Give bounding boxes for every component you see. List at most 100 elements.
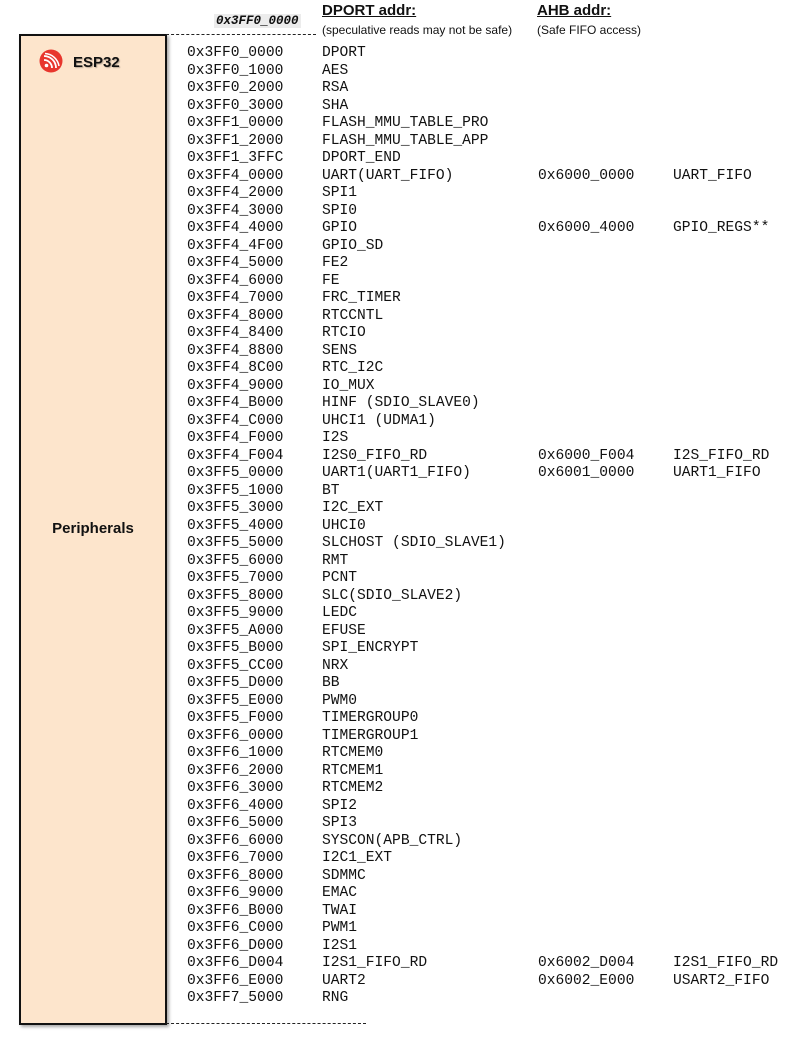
map-row: 0x3FF0_1000 AES xyxy=(187,63,787,81)
map-row: 0x3FF5_7000 PCNT xyxy=(187,570,787,588)
dport-address: 0x3FF6_0000 xyxy=(187,727,284,744)
dport-address: 0x3FF5_5000 xyxy=(187,535,284,551)
map-row: 0x3FF0_0000 DPORT xyxy=(187,45,787,63)
dport-address: 0x3FF5_7000 xyxy=(187,570,284,586)
dport-address: 0x3FF5_CC00 xyxy=(187,657,284,674)
dport-address: 0x3FF4_7000 xyxy=(187,290,284,306)
peripheral-name: FRC_TIMER xyxy=(322,290,401,306)
dport-address: 0x3FF0_1000 xyxy=(187,62,284,79)
ahb-address: 0x6001_0000 xyxy=(538,465,635,481)
dport-address: 0x3FF5_4000 xyxy=(187,517,284,534)
peripheral-name: PWM1 xyxy=(322,920,358,936)
peripheral-name: SENS xyxy=(322,342,358,359)
dport-address: 0x3FF4_3000 xyxy=(187,202,284,219)
start-boundary-line xyxy=(166,34,316,35)
dport-address: 0x3FF0_2000 xyxy=(187,80,284,96)
map-row: 0x3FF6_4000 SPI2 xyxy=(187,798,787,816)
peripheral-name: I2C1_EXT xyxy=(322,850,393,866)
dport-header: DPORT addr: xyxy=(322,2,417,19)
peripheral-name: SYSCON(APB_CTRL) xyxy=(322,832,463,849)
dport-address: 0x3FF6_3000 xyxy=(187,780,284,796)
map-row: 0x3FF5_9000 LEDC xyxy=(187,605,787,623)
peripheral-name: SLCHOST (SDIO_SLAVE1) xyxy=(322,535,506,551)
peripheral-name: RTCMEM2 xyxy=(322,780,384,796)
map-row: 0x3FF4_8C00 RTC_I2C xyxy=(187,360,787,378)
peripheral-name: UART2 xyxy=(322,972,366,989)
peripheral-name: RNG xyxy=(322,990,349,1006)
map-row: 0x3FF5_D000 BB xyxy=(187,675,787,693)
peripheral-name: EMAC xyxy=(322,885,358,901)
map-row: 0x3FF6_1000 RTCMEM0 xyxy=(187,745,787,763)
dport-address: 0x3FF5_A000 xyxy=(187,622,284,639)
map-row: 0x3FF4_0000 UART(UART_FIFO) 0x6000_0000 UAR… xyxy=(187,168,787,186)
ahb-address: 0x6002_D004 xyxy=(538,955,635,971)
peripheral-name: HINF (SDIO_SLAVE0) xyxy=(322,395,480,411)
dport-address: 0x3FF0_0000 xyxy=(187,45,284,61)
peripheral-name: GPIO xyxy=(322,220,358,236)
map-row: 0x3FF4_3000 SPI0 xyxy=(187,203,787,221)
peripheral-name: SLC(SDIO_SLAVE2) xyxy=(322,587,463,604)
peripheral-name: RTC_I2C xyxy=(322,360,384,376)
map-row: 0x3FF6_B000 TWAI xyxy=(187,903,787,921)
map-row: 0x3FF5_5000 SLCHOST (SDIO_SLAVE1) xyxy=(187,535,787,553)
address-map-list: 0x3FF0_0000 DPORT 0x3FF0_1000 AES 0x3FF0_200… xyxy=(187,45,787,1008)
peripheral-name: UHCI1 (UDMA1) xyxy=(322,412,436,429)
peripheral-name: SPI2 xyxy=(322,797,358,814)
map-row: 0x3FF4_8000 RTCCNTL xyxy=(187,308,787,326)
dport-address: 0x3FF7_5000 xyxy=(187,990,284,1006)
dport-address: 0x3FF4_8400 xyxy=(187,325,284,341)
end-boundary-line xyxy=(166,1023,366,1024)
peripheral-name: RMT xyxy=(322,552,349,569)
map-row: 0x3FF4_9000 IO_MUX xyxy=(187,378,787,396)
dport-note: (speculative reads may not be safe) xyxy=(322,23,513,37)
peripheral-name: LEDC xyxy=(322,605,358,621)
dport-address: 0x3FF4_8000 xyxy=(187,307,284,324)
start-address: 0x3FF0_0000 xyxy=(214,14,301,28)
map-row: 0x3FF6_5000 SPI3 xyxy=(187,815,787,833)
dport-address: 0x3FF0_3000 xyxy=(187,97,284,114)
dport-address: 0x3FF5_3000 xyxy=(187,500,284,516)
map-row: 0x3FF4_8400 RTCIO xyxy=(187,325,787,343)
peripheral-name: DPORT xyxy=(322,45,366,61)
map-row: 0x3FF5_F000 TIMERGROUP0 xyxy=(187,710,787,728)
dport-address: 0x3FF5_D000 xyxy=(187,675,284,691)
map-row: 0x3FF4_F000 I2S xyxy=(187,430,787,448)
peripheral-name: RTCIO xyxy=(322,325,366,341)
region-label: Peripherals xyxy=(52,520,134,537)
map-row: 0x3FF5_0000 UART1(UART1_FIFO) 0x6001_0000 U… xyxy=(187,465,787,483)
dport-address: 0x3FF4_5000 xyxy=(187,255,284,271)
dport-address: 0x3FF4_8C00 xyxy=(187,360,284,376)
peripheral-name: SDMMC xyxy=(322,867,366,884)
dport-address: 0x3FF6_1000 xyxy=(187,745,284,761)
map-row: 0x3FF5_3000 I2C_EXT xyxy=(187,500,787,518)
map-row: 0x3FF4_4000 GPIO 0x6000_4000 GPIO_REGS** xyxy=(187,220,787,238)
map-row: 0x3FF4_7000 FRC_TIMER xyxy=(187,290,787,308)
map-row: 0x3FF6_D004 I2S1_FIFO_RD 0x6002_D004 I2S1_F… xyxy=(187,955,787,973)
dport-address: 0x3FF4_6000 xyxy=(187,272,284,289)
map-row: 0x3FF4_C000 UHCI1 (UDMA1) xyxy=(187,413,787,431)
dport-address: 0x3FF4_0000 xyxy=(187,167,284,184)
dport-address: 0x3FF4_F000 xyxy=(187,430,284,446)
map-row: 0x3FF6_6000 SYSCON(APB_CTRL) xyxy=(187,833,787,851)
peripheral-name: IO_MUX xyxy=(322,377,375,394)
dport-address: 0x3FF1_0000 xyxy=(187,115,284,131)
peripheral-name: TIMERGROUP1 xyxy=(322,727,419,744)
dport-address: 0x3FF1_2000 xyxy=(187,132,284,149)
dport-address: 0x3FF6_D004 xyxy=(187,955,284,971)
map-row: 0x3FF6_2000 RTCMEM1 xyxy=(187,763,787,781)
peripheral-name: AES xyxy=(322,62,349,79)
peripheral-name: FE xyxy=(322,272,340,289)
peripheral-name: PWM0 xyxy=(322,692,358,709)
map-row: 0x3FF4_8800 SENS xyxy=(187,343,787,361)
dport-address: 0x3FF4_2000 xyxy=(187,185,284,201)
dport-address: 0x3FF6_2000 xyxy=(187,762,284,779)
dport-address: 0x3FF5_B000 xyxy=(187,640,284,656)
ahb-header: AHB addr: xyxy=(537,2,612,19)
peripheral-name: BB xyxy=(322,675,340,691)
dport-address: 0x3FF4_B000 xyxy=(187,395,284,411)
chip-label: ESP32 xyxy=(73,54,120,71)
peripheral-name: RTCCNTL xyxy=(322,307,384,324)
map-row: 0x3FF5_B000 SPI_ENCRYPT xyxy=(187,640,787,658)
map-row: 0x3FF6_E000 UART2 0x6002_E000 USART2_FIFO xyxy=(187,973,787,991)
ahb-name: UART1_FIFO xyxy=(673,465,761,481)
